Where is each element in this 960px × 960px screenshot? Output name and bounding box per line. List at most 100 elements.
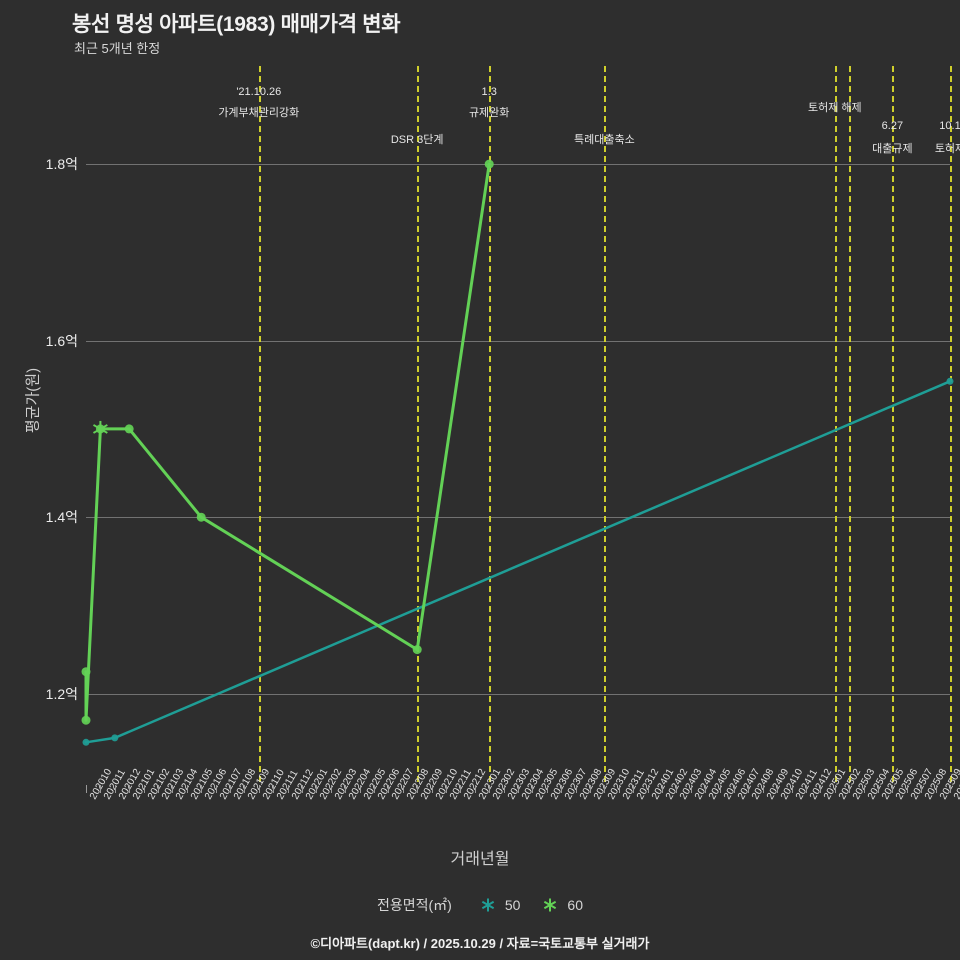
x-axis-tick xyxy=(935,785,937,793)
x-axis-tick xyxy=(518,785,519,793)
x-axis-label: 거래년월 xyxy=(450,851,510,868)
y-axis-tick-label: 1.4억 xyxy=(45,509,78,526)
gridline xyxy=(86,340,950,342)
x-axis-tick xyxy=(604,785,606,793)
series-point-50 xyxy=(111,734,119,742)
x-axis-tick xyxy=(158,785,159,793)
x-axis-tick xyxy=(892,785,894,793)
y-axis-tick-label: 1.8억 xyxy=(45,156,78,173)
x-axis-tick xyxy=(734,785,735,793)
x-axis-tick xyxy=(849,785,851,793)
x-axis-tick xyxy=(431,785,433,793)
x-axis-tick xyxy=(114,785,116,793)
series-point-60 xyxy=(81,667,91,677)
x-axis-tick xyxy=(762,785,764,793)
event-line xyxy=(258,66,261,782)
x-axis-tick xyxy=(143,785,145,793)
x-axis-tick xyxy=(302,785,303,793)
event-name-label: 대출규제 xyxy=(872,143,913,155)
event-name-label: 규제완화 xyxy=(468,107,510,119)
x-axis-tick xyxy=(258,785,260,793)
x-axis-tick xyxy=(806,785,807,793)
legend: 전용면적(㎡) 50 60 xyxy=(0,895,960,915)
event-line xyxy=(417,66,420,782)
x-axis-tick xyxy=(446,785,447,793)
series-marker-60 xyxy=(92,420,108,437)
event-line xyxy=(950,66,952,782)
x-axis-tick xyxy=(273,785,275,793)
x-axis-tick xyxy=(374,785,375,793)
x-axis-tick xyxy=(86,785,87,793)
x-axis-tick xyxy=(647,785,649,793)
x-axis-tick xyxy=(201,785,203,793)
event-line xyxy=(849,66,852,782)
x-axis-tick xyxy=(863,785,865,793)
x-axis-tick xyxy=(244,785,246,793)
legend-label-60: 60 xyxy=(567,897,583,913)
x-axis-tick xyxy=(719,785,721,793)
legend-item-60[interactable]: 60 xyxy=(539,897,583,913)
x-axis-tick xyxy=(546,785,548,793)
x-axis-tick xyxy=(662,785,663,793)
legend-title: 전용면적(㎡) xyxy=(376,897,452,913)
gridline xyxy=(86,693,950,695)
x-axis-tick xyxy=(950,785,951,793)
x-axis-tick xyxy=(489,785,491,793)
event-name-label: DSR 3단계 xyxy=(390,134,444,146)
x-axis-tick xyxy=(503,785,505,793)
x-axis-tick xyxy=(676,785,678,793)
x-axis-tick xyxy=(834,785,836,793)
event-line xyxy=(489,66,492,782)
legend-item-50[interactable]: 50 xyxy=(477,897,521,913)
event-date-label: 10.1 xyxy=(939,120,960,132)
gridline xyxy=(86,517,950,519)
x-axis-tick xyxy=(748,785,750,793)
event-date-label: 1.3 xyxy=(481,86,497,98)
footer-credit: ©디아파트(dapt.kr) / 2025.10.29 / 자료=국토교통부 실… xyxy=(310,936,650,951)
event-line xyxy=(892,66,895,782)
x-axis-tick xyxy=(820,785,822,793)
series-point-50 xyxy=(82,738,90,746)
event-line xyxy=(834,66,837,782)
series-point-60 xyxy=(95,424,105,434)
x-axis-tick xyxy=(345,785,347,793)
page-title: 봉선 명성 아파트(1983) 매매가격 변화 xyxy=(72,13,401,36)
x-axis-tick xyxy=(388,785,390,793)
x-axis-tick xyxy=(186,785,188,793)
event-line xyxy=(604,66,607,782)
x-axis-tick xyxy=(129,785,131,793)
x-axis-tick xyxy=(474,785,476,793)
x-axis-tick xyxy=(791,785,793,793)
event-name-label: 토허제 해제 xyxy=(807,102,862,114)
y-axis-tick-label: 1.6억 xyxy=(45,332,78,349)
series-line-50 xyxy=(84,380,952,744)
legend-label-50: 50 xyxy=(504,897,521,913)
x-axis-tick xyxy=(316,785,318,793)
x-axis-tick xyxy=(705,785,707,793)
x-axis-tick xyxy=(921,785,923,793)
page-subtitle: 최근 5개년 한정 xyxy=(74,41,161,56)
x-axis-tick xyxy=(402,785,404,793)
x-axis-tick xyxy=(618,785,620,793)
series-line-60 xyxy=(84,162,491,722)
x-axis-tick xyxy=(417,785,419,793)
event-date-label: '21.10.26 xyxy=(236,86,282,98)
x-axis-tick xyxy=(777,785,779,793)
x-axis-tick xyxy=(460,785,462,793)
x-axis-tick xyxy=(215,785,217,793)
x-axis-tick xyxy=(287,785,289,793)
y-axis-label: 평균가(원) xyxy=(24,367,42,434)
x-axis-tick xyxy=(532,785,534,793)
series-point-60 xyxy=(124,424,134,434)
legend-marker-60 xyxy=(539,898,561,912)
x-axis-tick xyxy=(633,785,635,793)
x-axis-tick xyxy=(100,785,102,793)
x-axis-tick xyxy=(906,785,908,793)
x-axis-tick xyxy=(359,785,361,793)
event-name-label: 특례대출축소 xyxy=(574,134,635,146)
y-axis-tick-label: 1.2억 xyxy=(45,685,78,702)
x-axis-tick xyxy=(230,785,231,793)
x-axis-tick xyxy=(172,785,174,793)
